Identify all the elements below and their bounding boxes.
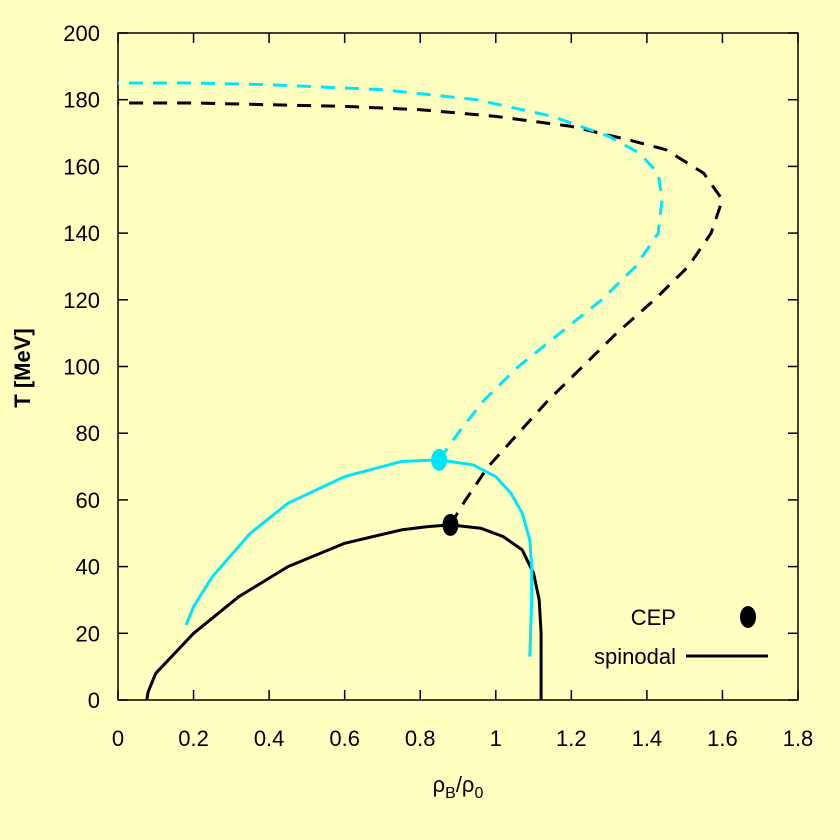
x-tick-label: 1.2	[556, 726, 587, 751]
y-tick-label: 140	[63, 221, 100, 246]
x-tick-label: 0.8	[405, 726, 436, 751]
x-axis-ticks: 0 0.2 0.4 0.6 0.8 1 1.2 1.4 1.6 1.8	[112, 33, 813, 751]
black-dashed-curve	[118, 101, 724, 526]
x-tick-label: 1.6	[707, 726, 738, 751]
legend-cep-label: CEP	[631, 605, 676, 630]
y-axis-ticks: 0 20 40 60 80 100 120 140 160 180 200	[63, 21, 798, 713]
y-tick-label: 160	[63, 154, 100, 179]
y-tick-label: 0	[88, 688, 100, 713]
y-tick-label: 120	[63, 288, 100, 313]
legend-cep-marker	[740, 606, 756, 628]
x-tick-label: 1	[490, 726, 502, 751]
x-axis-title-rho: ρ	[433, 772, 446, 797]
y-tick-label: 40	[76, 555, 100, 580]
cyan-solid-curve	[184, 458, 534, 657]
cyan-cep-marker	[431, 448, 448, 471]
x-tick-label: 0.4	[254, 726, 285, 751]
x-axis-title: ρB/ρ0	[433, 772, 484, 802]
plot-frame	[117, 32, 799, 701]
legend: CEP spinodal	[594, 605, 768, 669]
y-tick-label: 100	[63, 355, 100, 380]
x-tick-label: 0	[112, 726, 124, 751]
y-axis-title: T [MeV]	[10, 328, 35, 407]
x-tick-label: 0.6	[329, 726, 360, 751]
y-tick-label: 200	[63, 21, 100, 46]
y-tick-label: 60	[76, 488, 100, 513]
plot-border	[117, 32, 799, 701]
cep-layer	[431, 448, 459, 536]
y-tick-label: 180	[63, 88, 100, 113]
x-tick-label: 0.2	[178, 726, 209, 751]
cyan-dashed-curve	[118, 81, 664, 461]
y-tick-label: 20	[76, 621, 100, 646]
x-axis-title-sub-b: B	[445, 785, 456, 802]
y-tick-label: 80	[76, 421, 100, 446]
series-layer	[118, 81, 724, 701]
black-cep-marker	[442, 513, 459, 536]
legend-spinodal-label: spinodal	[594, 644, 676, 669]
black-solid-curve	[145, 523, 543, 701]
x-axis-title-slash: /ρ	[456, 772, 475, 797]
x-tick-label: 1.4	[632, 726, 663, 751]
x-tick-label: 1.8	[783, 726, 814, 751]
x-axis-title-sub-0: 0	[474, 785, 483, 802]
